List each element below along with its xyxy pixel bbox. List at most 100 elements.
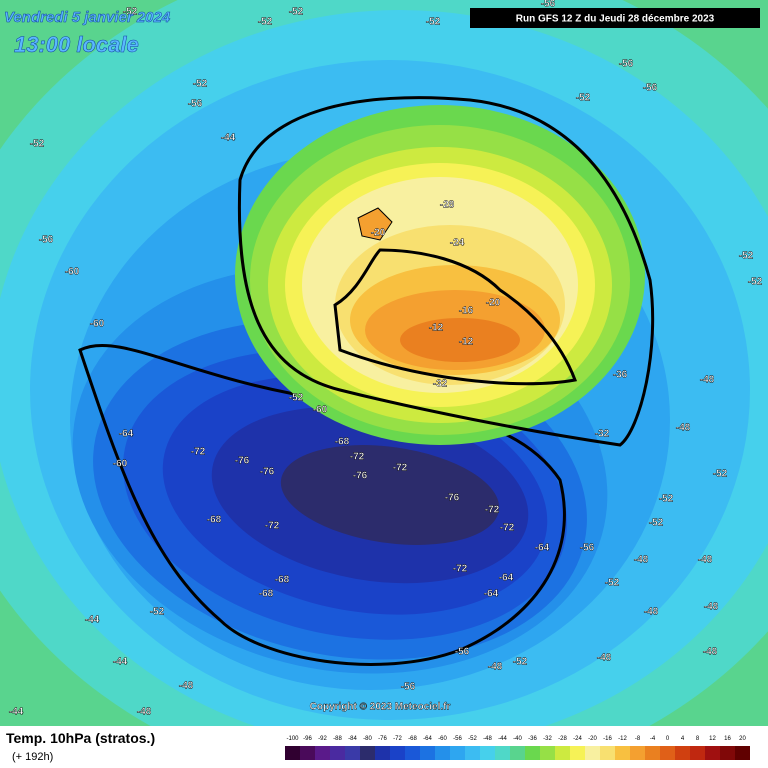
contour-label: -56 [541, 0, 556, 10]
scale-label: -44 [498, 736, 507, 742]
contour-label: -48 [597, 653, 612, 664]
contour-label: -52 [748, 277, 763, 288]
scale-label: 16 [724, 736, 731, 742]
contour-label: -56 [401, 682, 416, 693]
scale-label: 0 [666, 736, 670, 742]
scale-label: -24 [573, 736, 582, 742]
scale-label: -60 [438, 736, 447, 742]
contour-label: -48 [703, 647, 718, 658]
contour-label: -20 [486, 298, 501, 309]
contour-label: -72 [350, 452, 365, 463]
contour-label: -72 [265, 521, 280, 532]
contour-label: -60 [313, 405, 328, 416]
contour-label: -52 [426, 17, 441, 28]
scale-label: -36 [528, 736, 537, 742]
scale-label: 8 [696, 736, 700, 742]
scale-swatch [390, 746, 405, 760]
scale-swatch [540, 746, 555, 760]
contour-label: -52 [258, 17, 273, 28]
contour-label: -44 [9, 707, 24, 718]
contour-label: -52 [193, 79, 208, 90]
contour-label: -60 [90, 319, 105, 330]
scale-label: -40 [513, 736, 522, 742]
scale-label: 4 [681, 736, 685, 742]
contour-label: -52 [713, 469, 728, 480]
scale-swatch [645, 746, 660, 760]
contour-label: -48 [179, 681, 194, 692]
contour-label: -12 [459, 337, 474, 348]
contour-label: -52 [513, 657, 528, 668]
contour-label: -76 [353, 471, 368, 482]
contour-label: -52 [576, 93, 591, 104]
contour-label: -12 [429, 323, 444, 334]
scale-label: -76 [378, 736, 387, 742]
scale-swatch [465, 746, 480, 760]
scale-label: -28 [558, 736, 567, 742]
contour-label: -76 [235, 456, 250, 467]
scale-label: -84 [348, 736, 357, 742]
scale-label: -96 [303, 736, 312, 742]
scale-swatch [570, 746, 585, 760]
run-info: Run GFS 12 Z du Jeudi 28 décembre 2023 [516, 14, 715, 25]
scale-swatch [450, 746, 465, 760]
contour-label: -72 [485, 505, 500, 516]
scale-swatch [495, 746, 510, 760]
scale-swatch [285, 746, 300, 760]
scale-label: -80 [363, 736, 372, 742]
scale-swatch [675, 746, 690, 760]
contour-label: -48 [700, 375, 715, 386]
scale-swatch [660, 746, 675, 760]
scale-swatch [330, 746, 345, 760]
contour-label: -44 [113, 657, 128, 668]
contour-label: -68 [335, 437, 350, 448]
contour-label: -52 [289, 393, 304, 404]
scale-swatch [510, 746, 525, 760]
contour-label: -52 [289, 7, 304, 18]
contour-label: -56 [39, 235, 54, 246]
run-box [470, 8, 760, 28]
scale-swatch [600, 746, 615, 760]
contour-label: -20 [371, 228, 386, 239]
scale-swatch [420, 746, 435, 760]
contour-label: -56 [455, 647, 470, 658]
contour-label: -48 [137, 707, 152, 718]
contour-label: -68 [259, 589, 274, 600]
date: Vendredi 5 janvier 2024 [4, 9, 171, 26]
scale-swatch [705, 746, 720, 760]
scale-label: -56 [453, 736, 462, 742]
scale-swatch [360, 746, 375, 760]
contour-label: -36 [613, 370, 628, 381]
scale-swatch [435, 746, 450, 760]
scale-swatch [345, 746, 360, 760]
scale-label: -100 [286, 736, 299, 742]
contour-label: -52 [150, 607, 165, 618]
contour-label: -44 [85, 615, 100, 626]
scale-swatch [735, 746, 750, 760]
contour-label: -52 [649, 518, 664, 529]
contour-label: -68 [275, 575, 290, 586]
contour-label: -52 [739, 251, 754, 262]
contour-label: -48 [488, 662, 503, 673]
contour-label: -52 [659, 494, 674, 505]
contour-label: -60 [65, 267, 80, 278]
scale-swatch [720, 746, 735, 760]
scale-swatch [690, 746, 705, 760]
scale-label: -92 [318, 736, 327, 742]
scale-label: -52 [468, 736, 477, 742]
scale-swatch [375, 746, 390, 760]
scale-label: 12 [709, 736, 716, 742]
contour-label: -32 [595, 429, 610, 440]
scale-label: -20 [588, 736, 597, 742]
contour-label: -68 [207, 515, 222, 526]
contour-label: -56 [188, 99, 203, 110]
contour-label: -60 [113, 459, 128, 470]
contour-label: -28 [440, 200, 455, 211]
contour-label: -56 [580, 543, 595, 554]
footer-title: Temp. 10hPa (stratos.) [6, 730, 155, 746]
scale-label: -32 [543, 736, 552, 742]
scale-label: -72 [393, 736, 402, 742]
contour-label: -48 [644, 607, 659, 618]
scale-label: -12 [618, 736, 627, 742]
